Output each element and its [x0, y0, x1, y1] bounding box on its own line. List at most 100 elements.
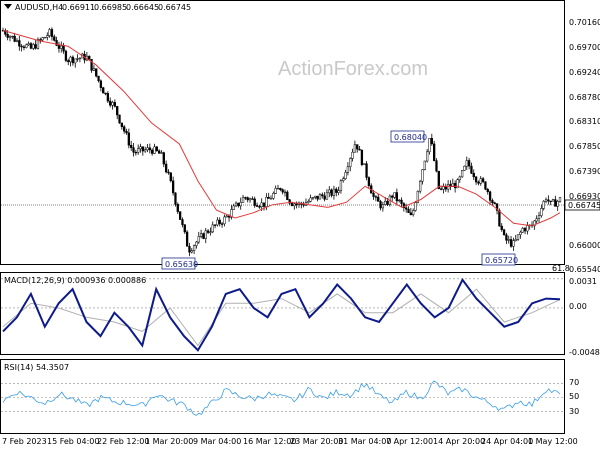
candle-body [332, 188, 336, 196]
candle-body [402, 203, 406, 208]
x-tick-label: 1 Mar 20:00 [145, 437, 193, 446]
candle-body [435, 160, 438, 172]
candle-body [74, 58, 77, 64]
candle-body [358, 148, 361, 151]
candle-body [328, 189, 331, 194]
candle-body [491, 200, 494, 203]
candle-body [458, 176, 461, 180]
candle-body [316, 195, 319, 200]
candle-body [120, 122, 124, 127]
candle-body [192, 245, 196, 251]
candle-body [225, 215, 228, 218]
candle-body [433, 143, 436, 161]
candle-body [11, 35, 14, 38]
candle-body [251, 198, 254, 200]
candle-body [167, 171, 170, 174]
candle-body [71, 56, 75, 64]
candle-body [274, 188, 277, 194]
candle-body [39, 39, 42, 41]
candle-body [444, 186, 447, 190]
candle-body [516, 234, 520, 240]
candle-body [164, 163, 168, 173]
candle-body [211, 224, 214, 233]
candle-body [106, 93, 110, 102]
candle-body [139, 146, 142, 150]
candle-body [374, 196, 378, 198]
candle-body [414, 202, 417, 211]
candle-body [400, 199, 403, 204]
candle-body [50, 29, 54, 37]
candle-body [535, 218, 538, 222]
symbol-label: AUDUSD,H4 [15, 3, 63, 12]
candle-body [493, 202, 496, 204]
low2-annotation-label: 0.65720 [485, 256, 518, 265]
candle-body [379, 201, 382, 209]
candle-body [8, 36, 12, 38]
macd-tick-label: -0.004801 [569, 348, 600, 357]
candle-body [237, 202, 240, 207]
candle-body [554, 199, 557, 207]
candle-body [309, 197, 312, 202]
candle-body [498, 210, 501, 227]
candle-body [365, 163, 368, 178]
candle-body [171, 180, 175, 194]
candle-body [416, 190, 419, 203]
candle-body [463, 165, 466, 171]
candle-body [15, 40, 19, 42]
x-tick-label: 24 Apr 04:00 [481, 437, 533, 446]
candle-body [60, 45, 63, 49]
candle-body [209, 231, 212, 233]
candle-body [547, 199, 550, 202]
candle-body [141, 146, 144, 152]
candle-body [423, 160, 426, 170]
candle-body [512, 240, 515, 247]
current-price-tag [564, 199, 600, 211]
candle-body [155, 146, 158, 152]
candle-body [507, 239, 510, 241]
candle-body [544, 199, 548, 202]
candle-body [255, 205, 259, 207]
candle-body [360, 149, 364, 165]
candle-body [484, 181, 487, 190]
candle-body [412, 210, 415, 216]
x-tick-label: 1 May 12:00 [528, 437, 578, 446]
candle-body [69, 56, 72, 63]
candle-body [356, 144, 359, 150]
rsi-panel-frame [0, 359, 565, 434]
candle-body [246, 197, 249, 201]
candle-body [195, 241, 198, 246]
candle-body [125, 130, 128, 134]
candle-body [137, 148, 140, 153]
low2-annotation-box [481, 253, 516, 266]
candle-body [265, 196, 268, 207]
candle-body [216, 219, 219, 226]
candle-body [335, 188, 338, 193]
candle-body [393, 192, 396, 198]
candle-body [558, 197, 562, 202]
macd-line [2, 277, 561, 352]
macd-tick-label: 0.0031 [569, 277, 597, 286]
candle-body [234, 202, 238, 207]
candle-body [409, 212, 412, 216]
candle-body [190, 250, 193, 253]
candle-body [67, 60, 70, 63]
x-tick-label: 31 Mar 04:00 [338, 437, 391, 446]
candle-body [474, 176, 478, 183]
candle-body [41, 37, 44, 41]
candle-body [353, 144, 357, 153]
candle-body [495, 203, 499, 211]
candle-body [239, 202, 242, 207]
candle-body [281, 189, 284, 193]
candle-body [130, 144, 133, 148]
candle-body [36, 39, 40, 49]
candle-body [188, 246, 191, 253]
candle-body [367, 177, 371, 186]
candle-body [62, 45, 65, 52]
candle-body [514, 239, 517, 241]
candle-body [181, 219, 184, 225]
rsi-tick-label: 30 [569, 407, 579, 416]
candle-body [104, 92, 107, 95]
candle-body [202, 233, 205, 239]
candle-body [407, 208, 410, 213]
